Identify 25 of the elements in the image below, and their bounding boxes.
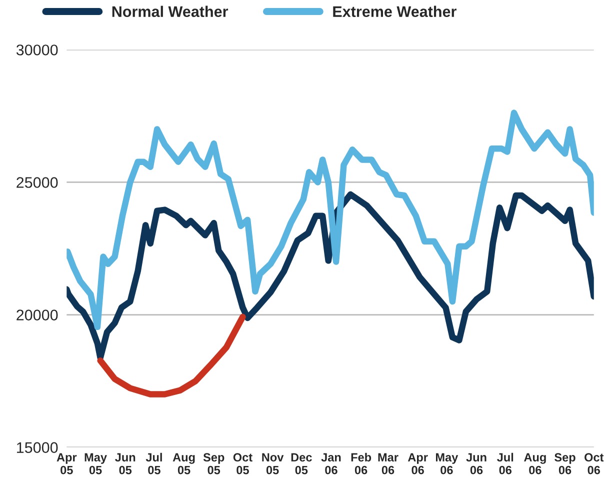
x-tick-label: Jul 06 bbox=[497, 452, 514, 474]
x-tick-label: Feb 06 bbox=[351, 452, 372, 474]
x-tick-label: Apr 05 bbox=[56, 453, 77, 474]
x-tick-label: Jun 06 bbox=[466, 453, 486, 474]
y-tick-label: 25000 bbox=[16, 177, 58, 188]
x-tick-label: Aug 05 bbox=[172, 453, 195, 474]
x-tick-label: Oct 05 bbox=[233, 453, 252, 474]
x-tick-label: Apr 06 bbox=[408, 453, 428, 474]
x-tick-label: Sep 05 bbox=[203, 453, 224, 474]
y-tick-label: 20000 bbox=[16, 310, 58, 320]
x-tick-label: Jan 06 bbox=[321, 453, 341, 474]
legend-label: Normal Weather bbox=[112, 6, 228, 18]
x-tick-label: Mar 06 bbox=[378, 453, 398, 474]
x-tick-label: Dec 05 bbox=[291, 453, 312, 474]
x-tick-label: Oct 06 bbox=[584, 453, 604, 474]
x-tick-label: Jul 05 bbox=[146, 452, 162, 474]
x-tick-label: May 06 bbox=[436, 453, 458, 474]
x-tick-label: Nov 05 bbox=[262, 453, 284, 474]
y-tick-label: 30000 bbox=[16, 44, 58, 56]
x-tick-label: Sep 06 bbox=[554, 453, 576, 474]
y-tick-label: 15000 bbox=[17, 442, 58, 453]
legend-label: Extreme Weather bbox=[333, 6, 456, 18]
x-tick-label: Aug 06 bbox=[524, 453, 546, 474]
x-tick-label: May 05 bbox=[84, 453, 107, 474]
x-tick-label: Jun 05 bbox=[115, 453, 136, 474]
